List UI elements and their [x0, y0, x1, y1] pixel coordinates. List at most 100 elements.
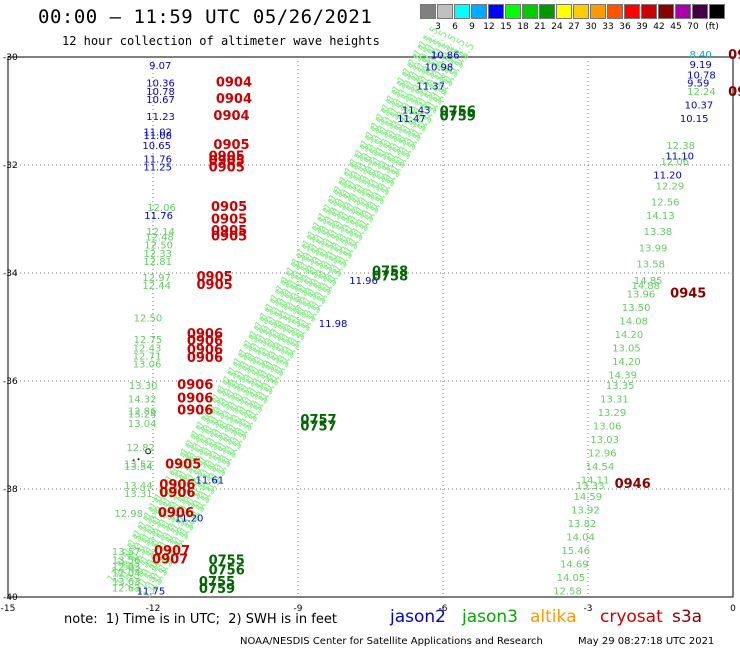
track-label: 13.31 — [600, 395, 629, 406]
track-label: 12.44 — [142, 281, 171, 292]
track-label: 8.40 — [690, 50, 712, 61]
track-label: 12.75 — [134, 335, 163, 346]
track-label: 13.54 — [124, 462, 153, 473]
track-label: 11.25 — [143, 162, 172, 173]
track-label: 13.24 — [128, 410, 157, 421]
track-label: 14.54 — [586, 462, 615, 473]
track-label: 12.56 — [651, 198, 680, 209]
color-scale-label: 24 — [551, 22, 563, 32]
track-label: 12.43 — [133, 343, 162, 354]
track-label: 13.05 — [612, 343, 641, 354]
track-label: 0905 — [213, 138, 249, 153]
track-label: 0906 — [187, 327, 223, 342]
color-swatch — [624, 4, 640, 19]
track-label: 0904 — [216, 76, 252, 91]
longitude-label: -6 — [439, 604, 448, 614]
credit-line: NOAA/NESDIS Center for Satellite Applica… — [240, 636, 543, 647]
satellite-legend-item: jason2 — [390, 607, 446, 627]
track-label: 0904 — [216, 92, 252, 107]
track-label: 11.43 — [402, 106, 431, 117]
island-marker — [137, 458, 140, 461]
track-label: 11.02 — [143, 127, 172, 138]
track-label: 12.06 — [661, 157, 690, 168]
track-label: 0755 — [209, 554, 245, 569]
track-label: 0906 — [158, 506, 194, 521]
island-marker — [132, 459, 135, 462]
track-label: 13.63 — [112, 577, 141, 588]
track-label: 0905 — [211, 224, 247, 239]
track-label: 13.56 — [112, 556, 141, 567]
track-label: 0905 — [209, 160, 245, 175]
track-label: 13.30 — [129, 381, 158, 392]
track-label: 15.46 — [561, 546, 590, 557]
track-label: 0757 — [300, 420, 336, 435]
track-label: 10.98 — [425, 63, 454, 74]
track-label: 0945 — [670, 286, 706, 301]
track-label: 12.06 — [147, 203, 176, 214]
track-label: 0907 — [154, 544, 190, 559]
track-label: 12.50 — [134, 314, 163, 325]
track-label: 11.96 — [349, 276, 378, 287]
track-label: 13.44 — [124, 481, 153, 492]
latitude-label: -30 — [3, 53, 18, 63]
track-label: 0756 — [440, 104, 476, 119]
track-label: 0906 — [159, 486, 195, 501]
track-label: 14.69 — [560, 559, 589, 570]
track-label: 12.14 — [146, 227, 175, 238]
color-swatch — [488, 4, 504, 19]
track-label: 13.06 — [593, 422, 622, 433]
track-label: 13.50 — [622, 303, 651, 314]
longitude-label: -15 — [1, 604, 16, 614]
track-label: 0758 — [372, 265, 408, 280]
track-label: 0907 — [152, 553, 188, 568]
track-label: 14.20 — [612, 357, 641, 368]
track-label: 12.63 — [112, 584, 141, 595]
track-label: 13.04 — [128, 419, 157, 430]
track-label: 12.83 — [112, 562, 141, 573]
track-label: 13.96 — [627, 289, 656, 300]
color-scale-label: 36 — [619, 22, 631, 32]
track-label: 14.05 — [557, 573, 586, 584]
color-swatch — [454, 4, 470, 19]
track-label: 12.24 — [687, 87, 716, 98]
track-label: 0906 — [177, 403, 213, 418]
track-label: 12.71 — [133, 351, 162, 362]
track-label: 11.08 — [143, 131, 172, 142]
track-label: 0905 — [165, 457, 201, 472]
track-label: 13.58 — [636, 260, 665, 271]
track-label: 14.11 — [581, 476, 610, 487]
track-label: 13.99 — [639, 243, 668, 254]
track-label: 13.92 — [571, 505, 600, 516]
color-swatch — [709, 4, 725, 19]
track-label: 10.15 — [680, 114, 709, 125]
track-label: 0906 — [187, 343, 223, 358]
color-scale-label: 15 — [500, 22, 512, 32]
track-label: 13.29 — [598, 408, 627, 419]
island-marker — [145, 448, 152, 455]
track-label: 11.76 — [144, 211, 173, 222]
color-scale-label: 9 — [469, 22, 475, 32]
color-scale-label: 18 — [517, 22, 529, 32]
track-label: 09 — [728, 48, 740, 63]
color-scale-label: 6 — [452, 22, 458, 32]
track-label: 10.37 — [685, 100, 714, 111]
longitude-label: -3 — [584, 604, 593, 614]
track-label: 0905 — [209, 154, 245, 169]
track-label: 11.76 — [143, 154, 172, 165]
track-label: 12.86 — [128, 406, 157, 417]
longitude-label: -12 — [146, 604, 161, 614]
track-label: 0906 — [159, 478, 195, 493]
color-swatch — [607, 4, 623, 19]
track-label: 12.38 — [666, 141, 695, 152]
track-label: 12.50 — [144, 241, 173, 252]
track-label: 11.61 — [196, 476, 225, 487]
track-label: 14.08 — [619, 316, 648, 327]
track-label: 13.35 — [606, 381, 635, 392]
track-label: 11.23 — [146, 112, 175, 123]
track-label: 9.59 — [687, 79, 709, 90]
track-label: 0905 — [211, 212, 247, 227]
track-label: 0759 — [440, 110, 476, 125]
track-label: 12.98 — [114, 509, 143, 520]
satellite-legend-item: s3a — [672, 607, 703, 627]
track-label: 14.04 — [566, 532, 595, 543]
